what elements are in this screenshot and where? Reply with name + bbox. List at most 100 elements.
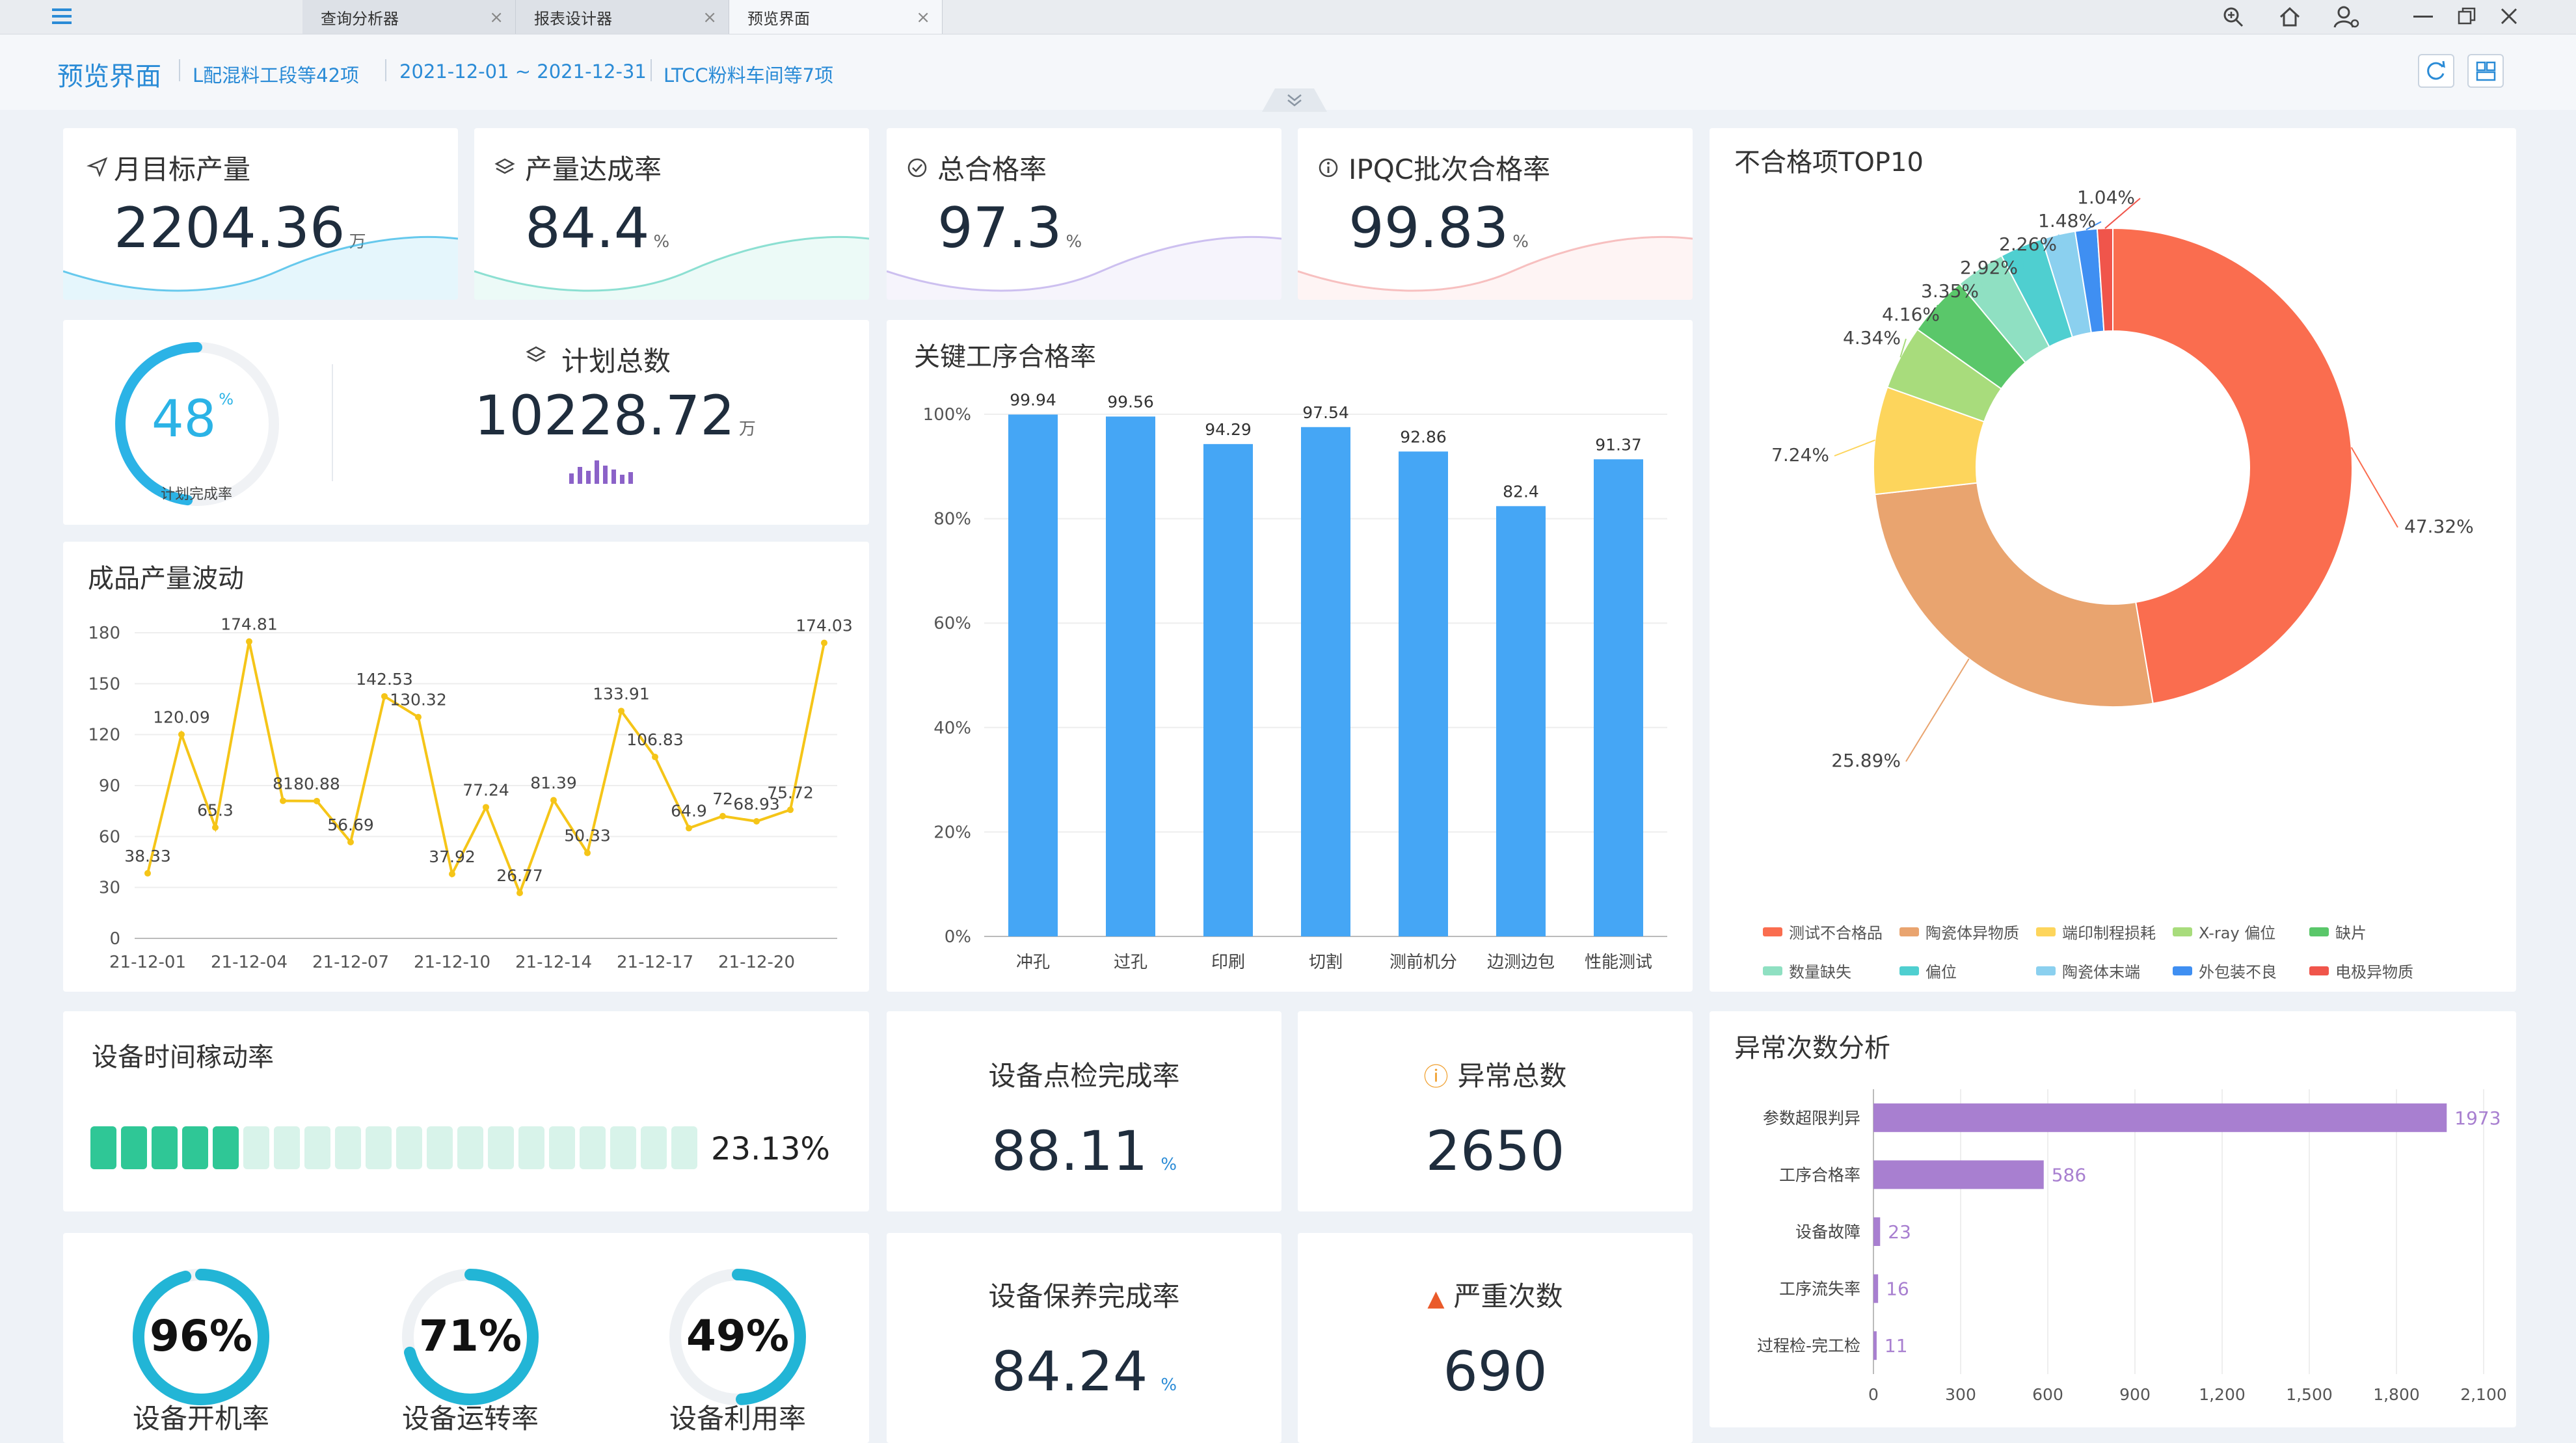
kpi-value: 84.4% — [525, 196, 670, 261]
filter-date-range[interactable]: 2021-12-01 ~ 2021-12-31 — [399, 60, 647, 83]
legend-item[interactable]: 缺片 — [2309, 920, 2367, 943]
data-label: 72 — [712, 789, 733, 808]
wave-decoration — [474, 235, 869, 300]
tab-report-designer[interactable]: 报表设计器 × — [516, 0, 729, 34]
data-label: 16 — [1886, 1278, 1909, 1300]
zoom-icon[interactable] — [2220, 4, 2246, 30]
layers-icon — [526, 346, 546, 362]
legend-item[interactable]: 陶瓷体异物质 — [1899, 920, 2019, 943]
hbar-chart: 0 300 600 900 1,200 1,500 1,800 2,100 1973 参数超限判异… — [1757, 1089, 2507, 1404]
y-tick-label: 180 — [88, 624, 120, 643]
bar-chart-card: 关键工序合格率 0% 20% 40% 60% 80% 100% 99.94 冲孔 99.56 过孔… — [887, 320, 1693, 992]
progress-segment — [580, 1126, 606, 1169]
data-point — [584, 849, 591, 856]
legend-item[interactable]: 陶瓷体末端 — [2036, 959, 2140, 982]
legend-label: 外包装不良 — [2199, 963, 2277, 981]
slice-label: 4.34% — [1843, 327, 1901, 349]
kpi-value: 97.3% — [937, 196, 1082, 261]
legend-item[interactable]: 端印制程损耗 — [2036, 920, 2156, 943]
data-label: 50.33 — [564, 827, 611, 845]
data-label: 81 — [273, 774, 293, 793]
progress-segment — [274, 1126, 300, 1169]
hbar-chart-card: 异常次数分析 0 300 600 900 1,200 1,500 1,800 2,100 197… — [1710, 1011, 2516, 1427]
ring-arc — [404, 1269, 539, 1405]
y-tick-label: 120 — [88, 726, 120, 745]
data-label: 75.72 — [767, 783, 814, 802]
data-label: 106.83 — [626, 730, 683, 749]
data-point — [550, 797, 557, 804]
data-label: 99.94 — [1010, 390, 1056, 409]
filter-workshop[interactable]: LTCC粉料车间等7项 — [664, 64, 834, 86]
legend-item[interactable]: 偏位 — [1899, 959, 1957, 982]
tab-preview[interactable]: 预览界面 × — [729, 0, 943, 34]
legend-item[interactable]: 测试不合格品 — [1763, 920, 1883, 943]
chart-title: 不合格项TOP10 — [1734, 148, 1924, 178]
data-point — [212, 824, 219, 831]
chart-title: 异常次数分析 — [1734, 1033, 1890, 1063]
x-tick-label: 印刷 — [1211, 953, 1245, 972]
close-window-icon[interactable] — [2498, 5, 2520, 27]
legend-item[interactable]: 电极异物质 — [2309, 959, 2413, 982]
data-label: 120.09 — [153, 708, 209, 726]
segment-progress — [90, 1126, 697, 1169]
slice-label: 4.16% — [1882, 304, 1940, 325]
leader-line — [2086, 221, 2102, 231]
data-label: 82.4 — [1503, 482, 1539, 501]
progress-value: 23.13% — [711, 1131, 831, 1167]
collapse-chevron-icon[interactable] — [1255, 86, 1334, 112]
data-label: 80.88 — [293, 774, 340, 793]
data-label: 68.93 — [733, 795, 780, 814]
tab-label: 预览界面 — [747, 9, 810, 28]
data-point — [787, 806, 794, 814]
stat-value: 690 — [1443, 1340, 1548, 1403]
close-icon[interactable]: × — [703, 8, 717, 27]
restore-icon[interactable] — [2456, 5, 2478, 27]
legend-item[interactable]: X-ray 偏位 — [2173, 920, 2275, 943]
ring-arc — [732, 1269, 806, 1405]
bar — [1873, 1274, 1879, 1303]
bar — [1399, 451, 1448, 936]
bar — [1873, 1331, 1877, 1360]
data-label: 174.03 — [796, 616, 852, 635]
legend-item[interactable]: 数量缺失 — [1763, 959, 1851, 982]
bar — [1594, 459, 1643, 936]
data-point — [719, 813, 726, 819]
ring-label: 设备运转率 — [401, 1403, 539, 1435]
minimize-icon[interactable] — [2413, 16, 2433, 18]
close-icon[interactable]: × — [916, 8, 930, 27]
data-point — [449, 870, 455, 877]
bars-decoration-icon — [569, 460, 633, 484]
card-title-row: ⓘ 异常总数 — [1423, 1060, 1567, 1092]
progress-segment — [641, 1126, 667, 1169]
leader-line — [1899, 338, 1907, 358]
leader-line — [1834, 439, 1875, 457]
legend-swatch — [2173, 927, 2192, 936]
legend-item[interactable]: 外包装不良 — [2173, 959, 2277, 982]
ring-value: 71% — [419, 1311, 522, 1361]
legend-swatch — [2036, 927, 2056, 936]
data-label: 142.53 — [356, 670, 412, 689]
legend-label: 陶瓷体异物质 — [1925, 924, 2019, 942]
home-icon[interactable] — [2277, 4, 2303, 30]
user-settings-icon[interactable] — [2332, 4, 2361, 30]
y-tick-label: 20% — [933, 823, 971, 842]
legend-label: 电极异物质 — [2335, 963, 2413, 981]
bar — [1873, 1160, 2044, 1189]
wave-line — [63, 235, 458, 292]
layout-button[interactable] — [2467, 54, 2504, 88]
tab-query-analyzer[interactable]: 查询分析器 × — [302, 0, 516, 34]
progress-segment — [243, 1126, 269, 1169]
kpi-value: 99.83% — [1348, 196, 1529, 261]
menu-icon[interactable] — [52, 7, 72, 26]
close-icon[interactable]: × — [489, 8, 503, 27]
y-tick-label: 0% — [945, 927, 971, 947]
filter-process[interactable]: L配混料工段等42项 — [193, 64, 360, 86]
leader-line — [2350, 447, 2398, 528]
equip-time-card: 设备时间稼动率 23.13% — [63, 1011, 869, 1211]
wave-fill — [887, 237, 1281, 300]
y-tick-label: 40% — [933, 719, 971, 738]
refresh-button[interactable] — [2418, 54, 2454, 88]
line-chart: 0 30 60 90 120 150 180 21-12-01 21-12-04 21-12-07… — [88, 615, 852, 972]
wave-line — [887, 235, 1281, 292]
leader-line — [2058, 234, 2063, 246]
